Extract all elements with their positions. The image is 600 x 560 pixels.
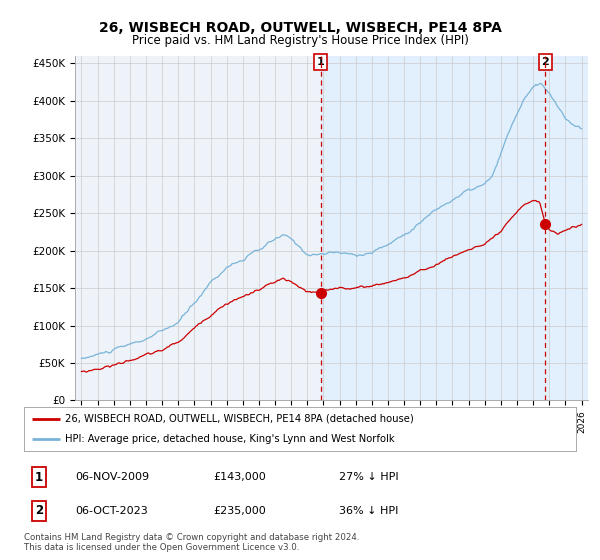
Text: 27% ↓ HPI: 27% ↓ HPI [339,472,398,482]
Text: 2: 2 [541,57,549,67]
Text: 26, WISBECH ROAD, OUTWELL, WISBECH, PE14 8PA (detached house): 26, WISBECH ROAD, OUTWELL, WISBECH, PE14… [65,414,414,424]
Text: 36% ↓ HPI: 36% ↓ HPI [339,506,398,516]
Text: 2: 2 [35,504,43,517]
Text: HPI: Average price, detached house, King's Lynn and West Norfolk: HPI: Average price, detached house, King… [65,434,395,444]
Text: Contains HM Land Registry data © Crown copyright and database right 2024.
This d: Contains HM Land Registry data © Crown c… [24,533,359,552]
Text: £235,000: £235,000 [213,506,266,516]
Text: 06-NOV-2009: 06-NOV-2009 [75,472,149,482]
Bar [320,56,590,400]
Text: £143,000: £143,000 [213,472,266,482]
Text: Price paid vs. HM Land Registry's House Price Index (HPI): Price paid vs. HM Land Registry's House … [131,34,469,46]
Text: 06-OCT-2023: 06-OCT-2023 [75,506,148,516]
Text: 1: 1 [35,470,43,484]
Text: 1: 1 [317,57,325,67]
Text: 26, WISBECH ROAD, OUTWELL, WISBECH, PE14 8PA: 26, WISBECH ROAD, OUTWELL, WISBECH, PE14… [98,21,502,35]
